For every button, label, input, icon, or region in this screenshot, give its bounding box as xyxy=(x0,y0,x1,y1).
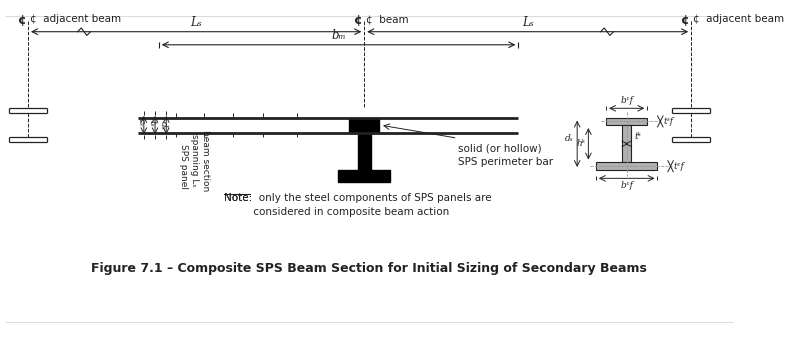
Text: tₛ: tₛ xyxy=(148,120,156,126)
Text: dₛ: dₛ xyxy=(159,121,168,129)
Text: Lₛ: Lₛ xyxy=(522,16,533,29)
Text: bₘ: bₘ xyxy=(331,29,346,42)
Bar xyxy=(338,170,390,182)
Text: ¢  adjacent beam: ¢ adjacent beam xyxy=(693,14,784,24)
Text: tᵏ: tᵏ xyxy=(634,132,641,141)
Bar xyxy=(349,118,379,132)
Bar xyxy=(606,118,647,125)
Text: cₛ: cₛ xyxy=(137,118,145,126)
Text: tᵋf: tᵋf xyxy=(673,162,684,171)
Bar xyxy=(358,132,371,170)
Text: dₛ: dₛ xyxy=(565,134,574,143)
Text: ¢  beam: ¢ beam xyxy=(366,14,408,24)
Text: Note:: Note: xyxy=(224,193,252,203)
Text: Note:  only the steel components of SPS panels are
         considered in compos: Note: only the steel components of SPS p… xyxy=(224,193,491,217)
Text: ¢: ¢ xyxy=(18,14,27,27)
Text: bᵋf: bᵋf xyxy=(620,96,633,105)
Text: solid (or hollow)
SPS perimeter bar: solid (or hollow) SPS perimeter bar xyxy=(457,144,553,167)
Text: SPS panel: SPS panel xyxy=(179,144,187,189)
Bar xyxy=(622,125,631,163)
Text: Figure 7.1 – Composite SPS Beam Section for Initial Sizing of Secondary Beams: Figure 7.1 – Composite SPS Beam Section … xyxy=(91,263,647,275)
Text: ¢: ¢ xyxy=(681,14,690,27)
Text: beam section
spanning Lₛ: beam section spanning Lₛ xyxy=(190,130,209,191)
Text: ¢  adjacent beam: ¢ adjacent beam xyxy=(30,14,121,24)
Bar xyxy=(596,163,657,170)
Text: tᵌf: tᵌf xyxy=(663,117,673,126)
Text: hᵏ: hᵏ xyxy=(577,139,585,148)
Text: ¢: ¢ xyxy=(355,14,363,27)
Text: bᵋf: bᵋf xyxy=(620,181,633,190)
Text: Lₛ: Lₛ xyxy=(190,16,202,29)
